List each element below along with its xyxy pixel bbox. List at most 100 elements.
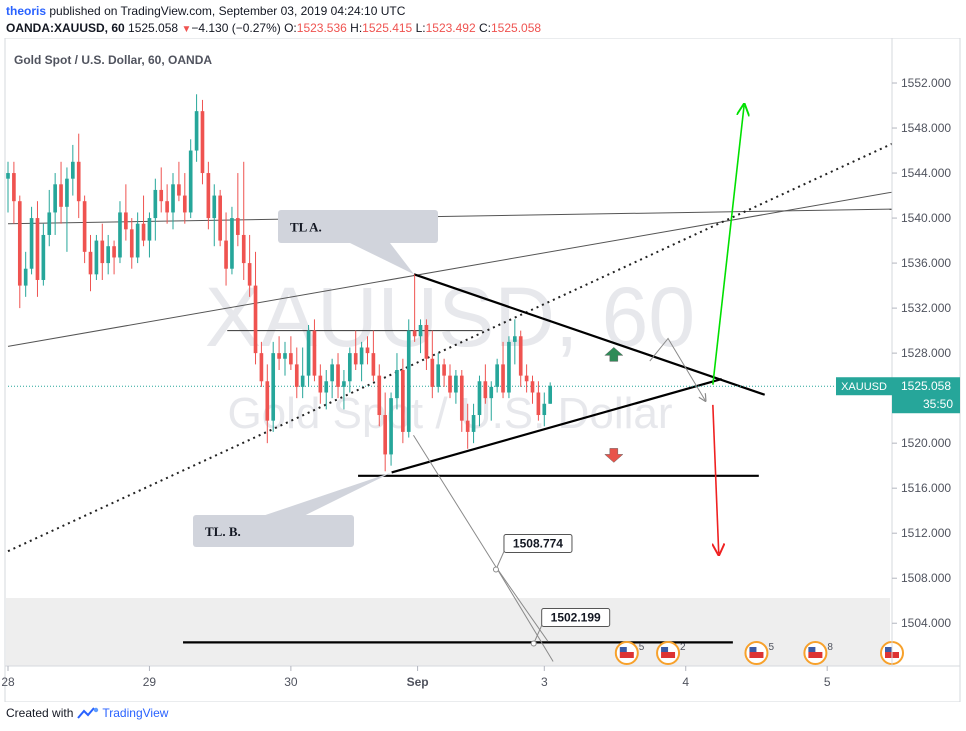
candle [336, 353, 340, 399]
candle [377, 364, 382, 427]
callout-box [278, 210, 438, 243]
candle-body [53, 184, 57, 213]
candle-body [294, 364, 299, 387]
candle-body [271, 353, 276, 421]
candle [306, 324, 311, 387]
candle [359, 341, 364, 382]
trendline-triangle-upper[interactable] [413, 273, 766, 396]
candle-body [289, 353, 293, 365]
trendline-dotted-channel-line[interactable] [7, 142, 893, 553]
price-tick-label: 1504.000 [901, 616, 951, 630]
candle [182, 173, 187, 224]
price-axis[interactable]: 1504.000 1508.000 1512.000 1516.000 1520.000… [836, 38, 960, 666]
candle [489, 381, 494, 421]
candle-body [6, 173, 10, 179]
candle-body [171, 184, 175, 213]
candle [418, 319, 423, 354]
price-tick-label: 1536.000 [901, 256, 951, 270]
callout-text: TL. B. [205, 524, 241, 539]
candle-body [507, 341, 511, 393]
candle [347, 347, 352, 393]
price-tag-text: 1508.774 [513, 537, 563, 551]
candle [448, 364, 452, 399]
last-price-tag-bg [892, 377, 960, 414]
price-tag-leader [495, 551, 505, 570]
candle [495, 358, 499, 393]
candle [483, 364, 488, 404]
candle-body [88, 251, 93, 275]
flag-stripes [661, 652, 676, 658]
candle [35, 201, 40, 297]
candle-body [454, 375, 458, 393]
candle-body [312, 330, 317, 376]
candle [236, 173, 240, 247]
candle-body [465, 420, 470, 432]
bar-countdown-timer: 35:50 [923, 397, 953, 411]
time-axis[interactable]: 28 29 30 Sep 3 4 5 [1, 665, 960, 689]
candle [212, 184, 217, 247]
chart-title: Gold Spot / U.S. Dollar, 60, OANDA [14, 53, 212, 67]
candle [171, 173, 175, 230]
candle [59, 161, 63, 224]
candle [424, 319, 429, 371]
price-tag-box [541, 608, 611, 628]
candle-body [389, 398, 393, 455]
candle [194, 94, 199, 162]
time-tick-label: 3 [541, 675, 548, 689]
tl-b-callout[interactable]: TL. B. [193, 472, 392, 547]
chart-area[interactable]: XAUUSD, 60 Gold Spot / U.S. Dollar TL A.… [0, 38, 966, 702]
bullish-target-arrow [712, 106, 744, 385]
candle-body [536, 392, 541, 416]
price-tick-label: 1544.000 [901, 166, 951, 180]
candle [383, 392, 388, 472]
candle [259, 341, 264, 387]
candle-body [159, 189, 164, 202]
candle [41, 223, 46, 286]
candle-body [377, 375, 382, 416]
candle-body [218, 195, 222, 241]
tradingview-brand[interactable]: TradingView [102, 706, 169, 720]
candle-body [230, 218, 234, 269]
candle [230, 206, 234, 275]
price-tag-1508[interactable]: 1508.774 [492, 534, 573, 573]
candle [477, 375, 482, 427]
economic-event-marker[interactable]: 5 [744, 641, 774, 665]
candle-body [512, 336, 517, 342]
candle [271, 341, 276, 432]
candle-body [489, 386, 494, 399]
candle-body [300, 375, 305, 387]
economic-event-marker[interactable]: 2 [656, 641, 686, 665]
candle [342, 370, 346, 410]
last-price-tag: 1525.058 [901, 379, 951, 393]
candle [353, 330, 358, 371]
low-label: L: [415, 21, 426, 35]
candle [277, 336, 281, 371]
candle [536, 381, 541, 421]
candle-body [94, 240, 99, 275]
candle-body [477, 381, 482, 416]
candle [454, 370, 458, 404]
candle [518, 330, 523, 387]
candle-body [141, 223, 146, 241]
trendline-long-rising-line[interactable] [7, 191, 893, 347]
callout-box [193, 515, 354, 547]
author-username[interactable]: theoris [6, 4, 47, 18]
candle [389, 392, 393, 466]
candle-body [100, 240, 105, 264]
price-tag-1502[interactable]: 1502.199 [530, 608, 611, 647]
candle-body [265, 381, 270, 421]
candle [300, 347, 305, 399]
price-tick-label: 1528.000 [901, 346, 951, 360]
price-tag-text: 1502.199 [551, 611, 601, 625]
candle [542, 392, 547, 427]
candle [241, 161, 246, 280]
candle [430, 330, 435, 399]
economic-event-marker[interactable]: 8 [803, 641, 833, 665]
economic-event-marker[interactable]: 5 [614, 641, 645, 665]
candle [224, 212, 228, 286]
candle-body [153, 189, 158, 219]
time-tick-label: 30 [284, 675, 298, 689]
price-tick-label: 1548.000 [901, 121, 951, 135]
trendline-triangle-lower[interactable] [391, 377, 722, 474]
candle-body [76, 161, 81, 202]
